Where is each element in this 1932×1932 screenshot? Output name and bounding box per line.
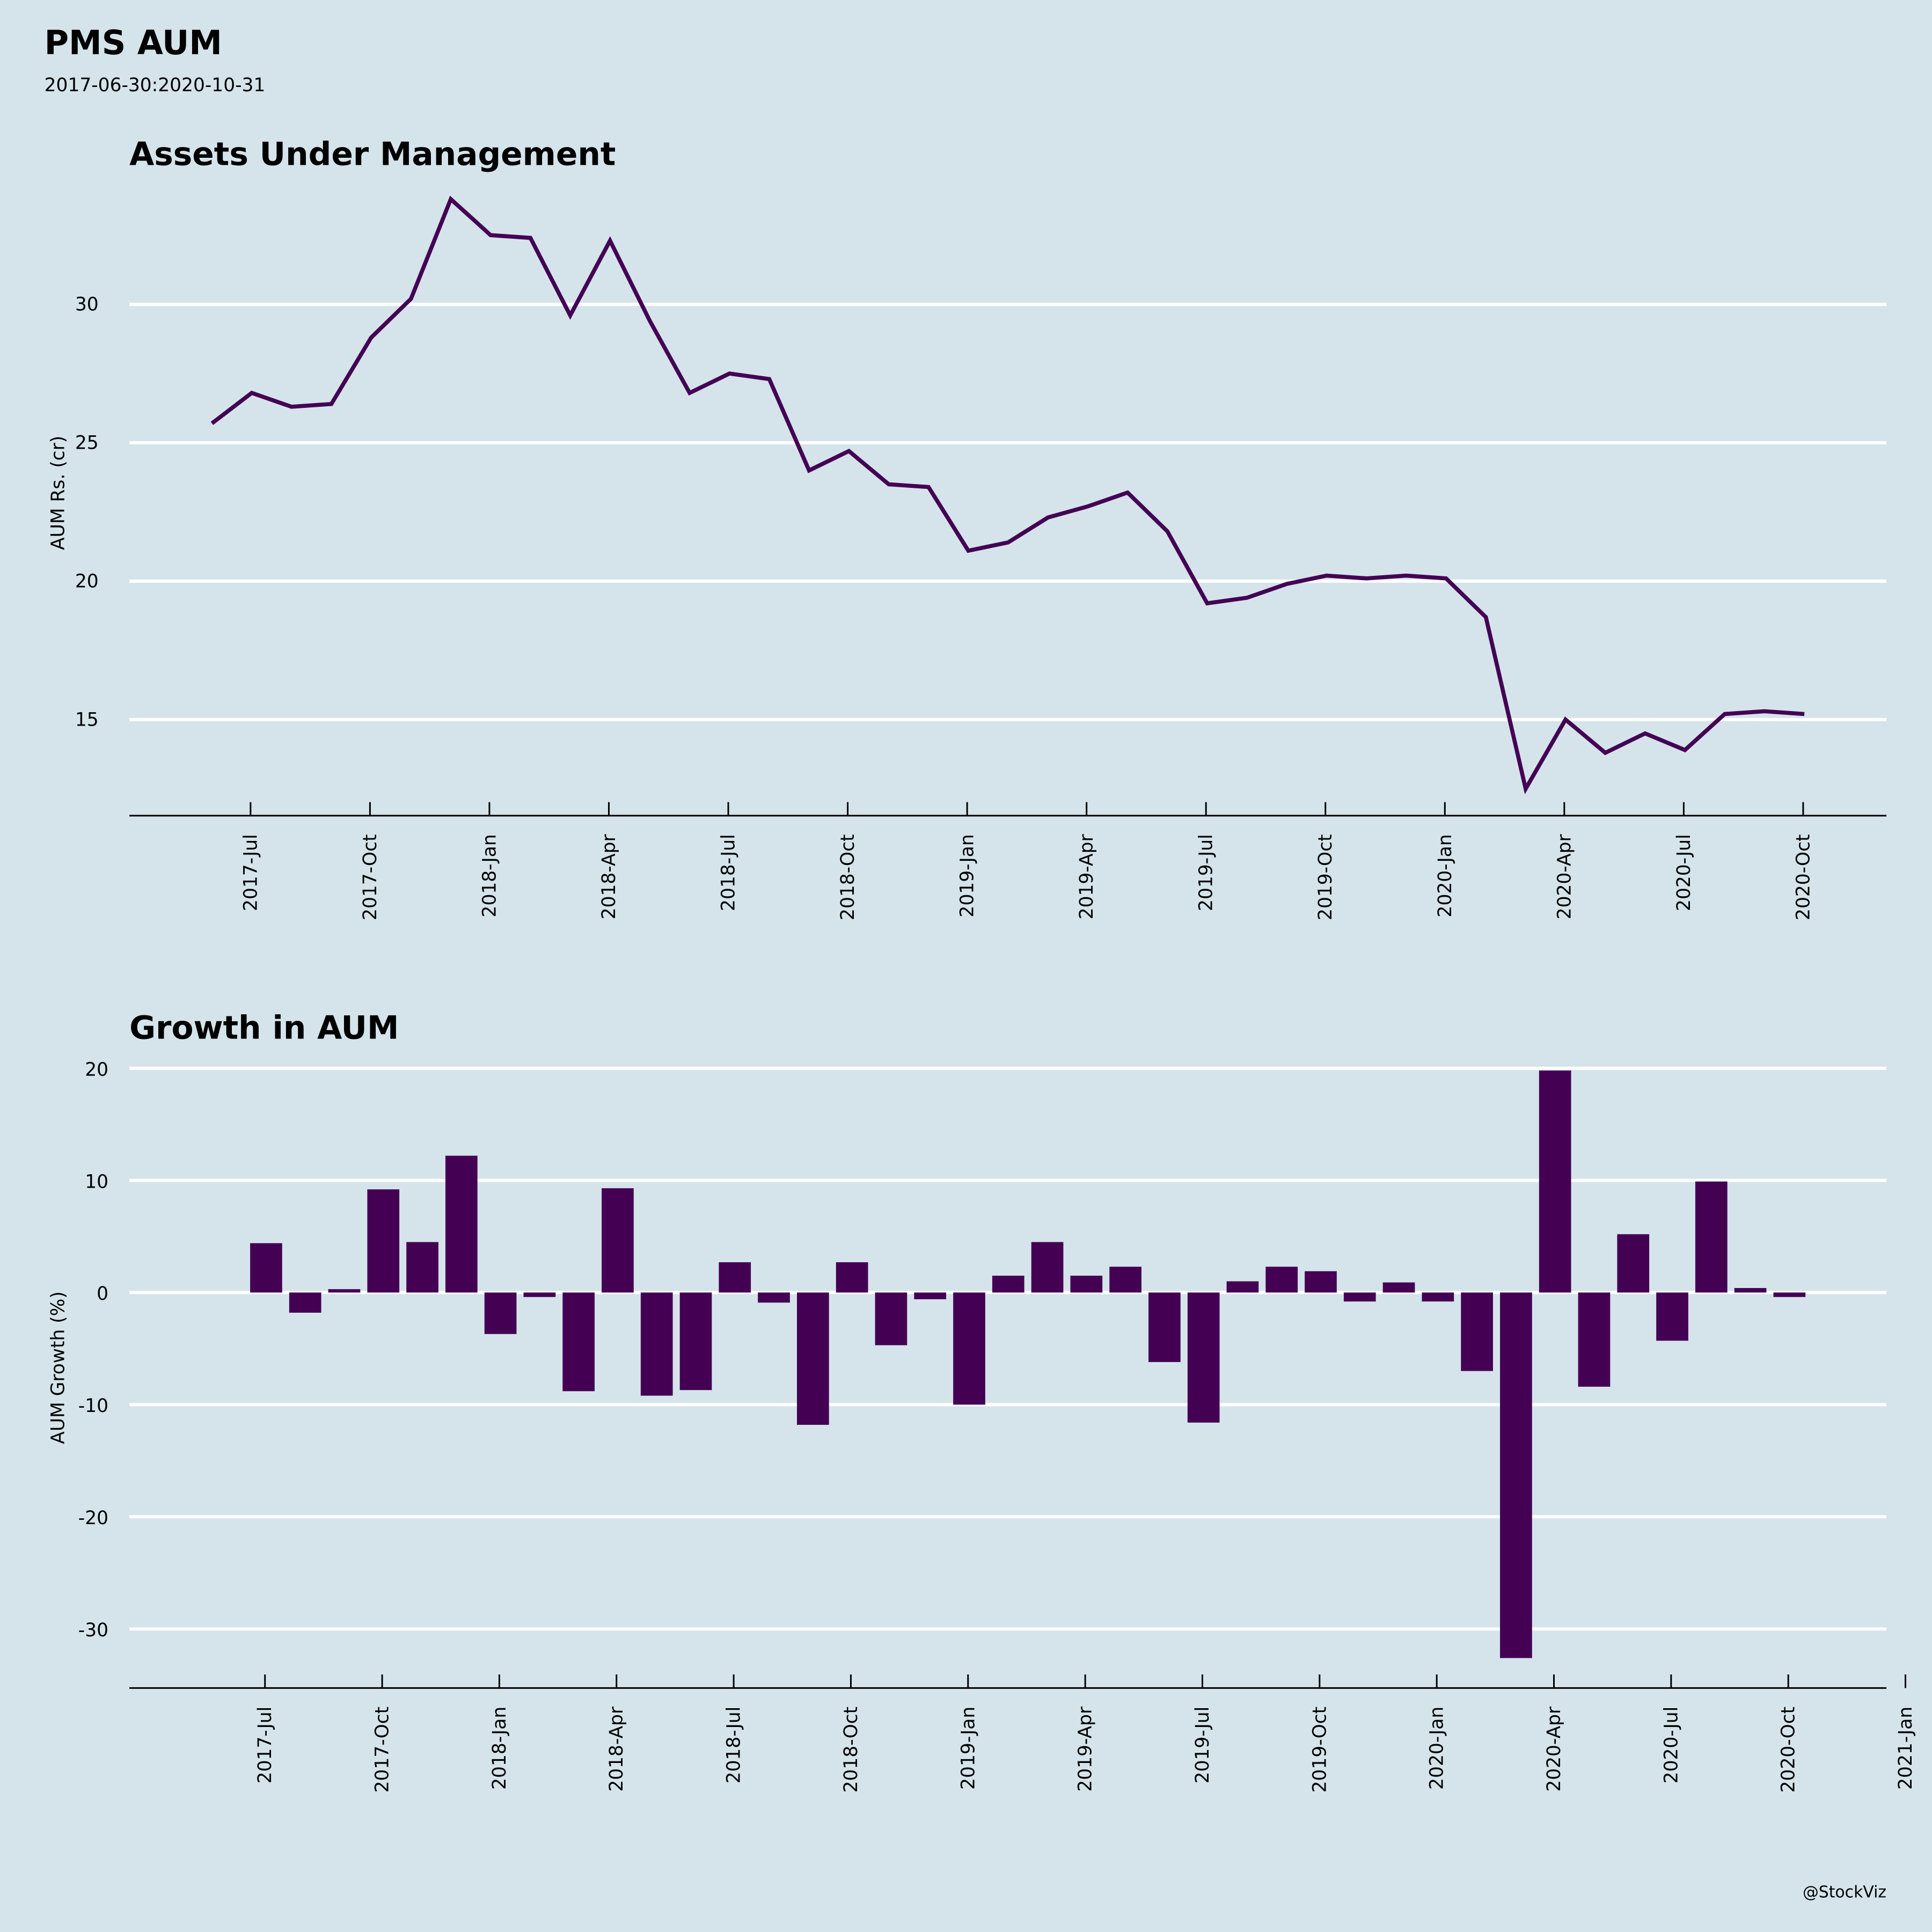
growth-bar — [1148, 1292, 1181, 1362]
growth-bar — [1343, 1292, 1376, 1302]
growth-bar — [640, 1292, 673, 1396]
growth-bar — [1578, 1292, 1611, 1387]
top-y-tick-label: 25 — [75, 432, 99, 453]
growth-bar — [1656, 1292, 1688, 1341]
credit-label: @StockViz — [1803, 1883, 1886, 1902]
growth-bar — [797, 1292, 829, 1425]
growth-bar — [1695, 1181, 1728, 1293]
growth-bar — [953, 1292, 985, 1405]
aum-series-points — [211, 199, 1805, 789]
bottom-x-tick-label: 2019-Apr — [1075, 1706, 1096, 1792]
bottom-x-tick-label: 2021-Jan — [1895, 1707, 1916, 1790]
top-x-tick-label: 2019-Jan — [957, 834, 978, 917]
bottom-x-tick-label: 2018-Oct — [840, 1707, 862, 1793]
growth-bar — [1539, 1070, 1571, 1293]
growth-bar — [602, 1188, 634, 1293]
growth-bar — [328, 1289, 361, 1293]
growth-bar — [1031, 1242, 1064, 1293]
growth-bar — [289, 1292, 321, 1313]
growth-bar — [445, 1155, 478, 1293]
top-y-tick-label: 30 — [75, 294, 99, 316]
top-x-tick-label: 2018-Apr — [598, 834, 620, 920]
top-x-tick-label: 2019-Jul — [1196, 834, 1217, 911]
top-x-tick-label: 2018-Oct — [837, 834, 859, 920]
panel-title-growth: Growth in AUM — [129, 1009, 399, 1046]
bottom-y-tick-label: -20 — [78, 1507, 108, 1529]
bottom-y-tick-label: 20 — [85, 1059, 108, 1080]
bottom-x-tick-label: 2017-Jul — [254, 1707, 276, 1783]
growth-bar — [992, 1276, 1024, 1293]
top-x-tick-label: 2019-Oct — [1315, 834, 1336, 920]
top-x-tick-label: 2017-Jul — [240, 834, 261, 911]
bottom-x-tick-label: 2018-Apr — [606, 1706, 627, 1792]
bottom-x-tick-label: 2020-Apr — [1543, 1706, 1565, 1792]
figure-subtitle: 2017-06-30:2020-10-31 — [45, 75, 266, 96]
growth-bar — [1109, 1267, 1141, 1293]
growth-bar — [367, 1189, 400, 1293]
growth-bar — [1070, 1276, 1103, 1293]
growth-bar — [406, 1242, 438, 1293]
growth-bar — [1422, 1292, 1454, 1302]
bottom-x-tick-label: 2017-Oct — [372, 1707, 393, 1793]
top-x-tick-label: 2020-Jan — [1435, 834, 1456, 917]
growth-bar — [250, 1243, 282, 1293]
growth-bar — [875, 1292, 908, 1345]
top-x-tick-label: 2018-Jan — [479, 834, 500, 917]
top-y-tick-label: 20 — [75, 570, 99, 592]
figure-title: PMS AUM — [45, 23, 222, 62]
bottom-x-tick-label: 2020-Oct — [1778, 1707, 1799, 1793]
growth-bar — [1305, 1271, 1337, 1293]
growth-bar — [1617, 1234, 1650, 1293]
growth-bar — [679, 1292, 712, 1391]
growth-bar — [1500, 1292, 1532, 1658]
growth-bar — [1773, 1292, 1806, 1297]
growth-bar — [1382, 1282, 1415, 1293]
growth-bar — [1226, 1281, 1259, 1293]
growth-bar — [1461, 1292, 1493, 1371]
panel-title-aum: Assets Under Management — [129, 136, 616, 173]
growth-bar — [719, 1262, 751, 1293]
bottom-x-tick-label: 2020-Jan — [1426, 1707, 1448, 1790]
bottom-x-tick-label: 2018-Jan — [489, 1707, 510, 1790]
bottom-x-tick-label: 2019-Jul — [1192, 1707, 1213, 1783]
top-x-tick-label: 2020-Apr — [1554, 834, 1575, 920]
growth-bars — [250, 1070, 1806, 1658]
bottom-y-tick-label: 10 — [85, 1171, 108, 1192]
growth-bar — [562, 1292, 595, 1392]
top-x-tick-label: 2020-Oct — [1792, 834, 1814, 920]
growth-bar — [836, 1262, 868, 1293]
bottom-y-axis-label: AUM Growth (%) — [47, 1291, 69, 1444]
bottom-x-tick-label: 2019-Jan — [957, 1707, 979, 1790]
top-y-tick-label: 15 — [75, 709, 99, 730]
bottom-x-tick-label: 2019-Oct — [1309, 1707, 1330, 1793]
growth-bar — [914, 1292, 947, 1299]
growth-bar — [484, 1292, 517, 1334]
growth-bar — [1734, 1288, 1767, 1293]
top-x-tick-label: 2020-Jul — [1673, 834, 1695, 911]
growth-bar — [758, 1292, 790, 1303]
top-x-tick-label: 2018-Jul — [718, 834, 740, 911]
bottom-x-tick-label: 2020-Jul — [1660, 1707, 1682, 1783]
aum-line-panel: Assets Under Management 15 20 25 30 AUM Rs.… — [47, 136, 1887, 920]
bottom-y-tick-labels: -30 -20 -10 0 10 20 — [78, 1059, 108, 1641]
top-x-tick-label: 2017-Oct — [360, 834, 381, 920]
bottom-x-ticks: 2017-Jul 2017-Oct 2018-Jan 2018-Apr 2018-Jul… — [254, 1674, 1916, 1792]
top-gridlines — [129, 303, 1887, 721]
bottom-x-tick-label: 2018-Jul — [723, 1707, 745, 1783]
bottom-y-tick-label: -10 — [78, 1395, 108, 1417]
top-y-axis-label: AUM Rs. (cr) — [47, 436, 69, 550]
bottom-y-tick-label: -30 — [78, 1620, 108, 1641]
growth-bar — [1265, 1267, 1298, 1293]
growth-bar-panel: Growth in AUM -30 -20 -10 0 10 20 AUM Growth … — [47, 1009, 1916, 1792]
growth-bar — [1187, 1292, 1220, 1423]
bottom-y-tick-label: 0 — [97, 1283, 108, 1305]
top-x-ticks: 2017-Jul 2017-Oct 2018-Jan 2018-Apr 2018-Jul… — [240, 802, 1814, 920]
growth-bar — [523, 1292, 556, 1297]
top-y-tick-labels: 15 20 25 30 — [75, 294, 99, 731]
top-x-tick-label: 2019-Apr — [1076, 834, 1097, 920]
